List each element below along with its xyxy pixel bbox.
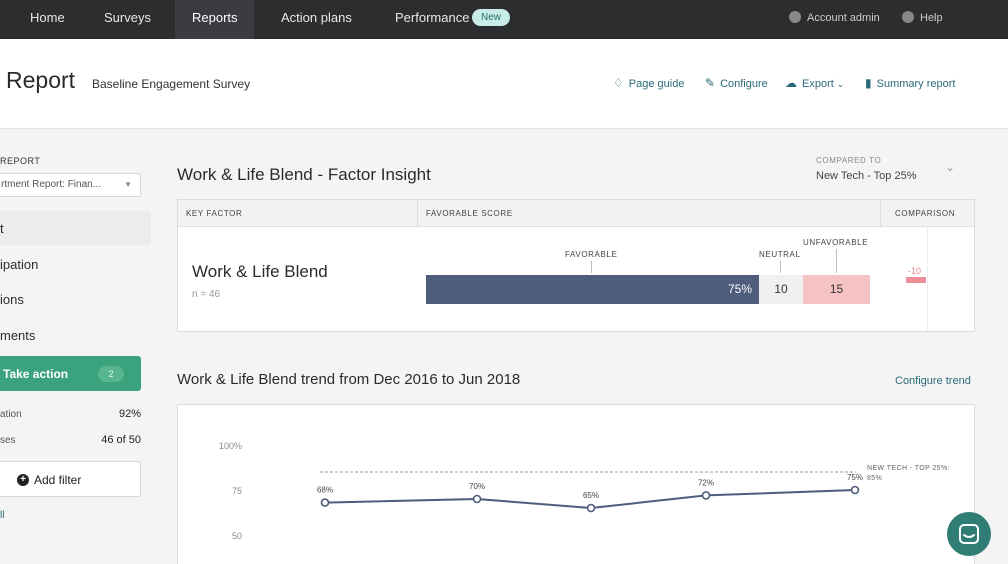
- unfavorable-tick: [836, 249, 837, 273]
- trend-point-label: 70%: [469, 482, 485, 491]
- participation-label: ation: [0, 409, 22, 420]
- add-filter-label: Add filter: [34, 473, 82, 487]
- trend-point[interactable]: [320, 498, 330, 507]
- nav-reports[interactable]: Reports: [175, 0, 254, 39]
- lightbulb-icon: ♢: [613, 76, 624, 90]
- new-badge: New: [472, 9, 511, 26]
- nav-performance[interactable]: Performance: [395, 10, 470, 25]
- sidebar-item-participation[interactable]: ipation: [0, 257, 39, 272]
- col-favorable-score: FAVORABLE SCORE: [426, 209, 513, 218]
- summary-report-link[interactable]: ▮ Summary report: [865, 76, 955, 90]
- compared-to-label: COMPARED TO: [816, 156, 882, 165]
- nav-action-plans[interactable]: Action plans: [281, 10, 352, 25]
- trend-point-label: 65%: [583, 491, 599, 500]
- plus-icon: +: [17, 474, 29, 486]
- comparison-value: -10: [908, 266, 922, 276]
- chevron-down-icon: ⌄: [836, 79, 845, 89]
- configure-link[interactable]: ✎ Configure: [705, 76, 768, 90]
- trend-chart-card: 100% 75 50 NEW TECH - TOP 25%: 85% 68% 70…: [177, 404, 975, 564]
- page-guide-label: Page guide: [628, 78, 685, 90]
- sample-size: n = 46: [192, 289, 221, 300]
- favorable-label: FAVORABLE: [565, 250, 618, 259]
- trend-point-label: 72%: [698, 478, 714, 487]
- column-divider: [417, 200, 418, 227]
- add-filter-button[interactable]: + Add filter: [0, 461, 141, 497]
- favorable-tick: [591, 261, 592, 273]
- account-admin-link[interactable]: Account admin: [789, 0, 880, 39]
- page-header: Report Baseline Engagement Survey ♢ Page …: [0, 39, 1008, 129]
- sidebar-item-questions[interactable]: ions: [0, 292, 24, 307]
- caret-down-icon: ▼: [124, 180, 132, 189]
- top-nav: Home Surveys Reports Action plans Perfor…: [0, 0, 1008, 39]
- chat-icon: [959, 524, 979, 544]
- sidebar-item-comments[interactable]: ments: [0, 328, 36, 343]
- report-select-value: rtment Report: Finan...: [1, 179, 102, 190]
- summary-report-label: Summary report: [876, 78, 956, 90]
- trend-point[interactable]: [701, 491, 711, 500]
- report-select[interactable]: rtment Report: Finan... ▼: [0, 173, 141, 197]
- responses-value: 46 of 50: [101, 434, 141, 446]
- trend-title: Work & Life Blend trend from Dec 2016 to…: [177, 371, 521, 388]
- nav-surveys[interactable]: Surveys: [104, 10, 151, 25]
- compared-to-value[interactable]: New Tech - Top 25%: [816, 170, 917, 182]
- survey-name: Baseline Engagement Survey: [92, 77, 251, 91]
- sidebar-item-report[interactable]: t: [0, 221, 4, 236]
- y-tick-label: 75: [232, 486, 242, 496]
- configure-trend-link[interactable]: Configure trend: [895, 375, 971, 387]
- neutral-tick: [780, 261, 781, 273]
- help-label: Help: [920, 12, 943, 24]
- trend-point-label: 68%: [317, 486, 333, 495]
- participation-value: 92%: [118, 408, 141, 420]
- col-comparison: COMPARISON: [895, 209, 956, 218]
- account-admin-label: Account admin: [807, 12, 880, 24]
- benchmark-label: NEW TECH - TOP 25%:: [867, 465, 950, 472]
- sidebar-active-highlight: [0, 211, 151, 245]
- neutral-bar[interactable]: 10: [759, 275, 803, 304]
- benchmark-value: 85%: [867, 475, 882, 482]
- insight-title: Work & Life Blend - Factor Insight: [177, 165, 431, 184]
- take-action-button[interactable]: Take action 2: [0, 356, 141, 391]
- y-tick-label: 100%: [219, 441, 242, 451]
- column-divider: [880, 200, 881, 227]
- take-action-label: Take action: [3, 367, 69, 381]
- help-icon: [902, 11, 914, 23]
- bar-chart-icon: ▮: [865, 76, 872, 90]
- favorable-bar[interactable]: 75%: [426, 275, 759, 304]
- export-dropdown[interactable]: ☁ Export ⌄: [785, 76, 844, 90]
- chevron-down-icon[interactable]: ⌄: [945, 160, 956, 174]
- comparison-bar: [906, 277, 926, 283]
- trend-point[interactable]: [472, 494, 482, 504]
- y-tick-label: 50: [232, 531, 242, 541]
- trend-point-label: 75%: [847, 473, 863, 482]
- wrench-icon: ✎: [705, 76, 716, 90]
- unfavorable-bar[interactable]: 15: [803, 275, 870, 304]
- col-key-factor: KEY FACTOR: [186, 209, 243, 218]
- export-label: Export: [802, 78, 834, 90]
- page-guide-link[interactable]: ♢ Page guide: [613, 76, 684, 90]
- report-label: REPORT: [0, 156, 41, 166]
- cloud-download-icon: ☁: [785, 76, 797, 90]
- sidebar-link[interactable]: ll: [0, 510, 5, 521]
- unfavorable-label: UNFAVORABLE: [803, 238, 869, 247]
- table-header: KEY FACTOR FAVORABLE SCORE COMPARISON: [178, 200, 974, 227]
- factor-name: Work & Life Blend: [192, 262, 328, 281]
- column-divider: [927, 227, 928, 331]
- configure-label: Configure: [720, 78, 768, 90]
- responses-label: ses: [0, 435, 16, 446]
- help-link[interactable]: Help: [902, 0, 943, 39]
- neutral-label: NEUTRAL: [759, 250, 801, 259]
- trend-points: 68% 70% 65% 72% 75%: [317, 473, 863, 513]
- trend-point[interactable]: [850, 485, 860, 495]
- gear-icon: [789, 11, 801, 23]
- trend-point[interactable]: [586, 503, 596, 513]
- chat-button[interactable]: [947, 512, 991, 556]
- trend-chart: 100% 75 50 NEW TECH - TOP 25%: 85% 68% 70…: [219, 441, 950, 541]
- factor-insight-card: KEY FACTOR FAVORABLE SCORE COMPARISON Wo…: [177, 199, 975, 332]
- take-action-count: 2: [98, 366, 124, 382]
- page-title: Report: [6, 67, 76, 93]
- nav-home[interactable]: Home: [30, 10, 65, 25]
